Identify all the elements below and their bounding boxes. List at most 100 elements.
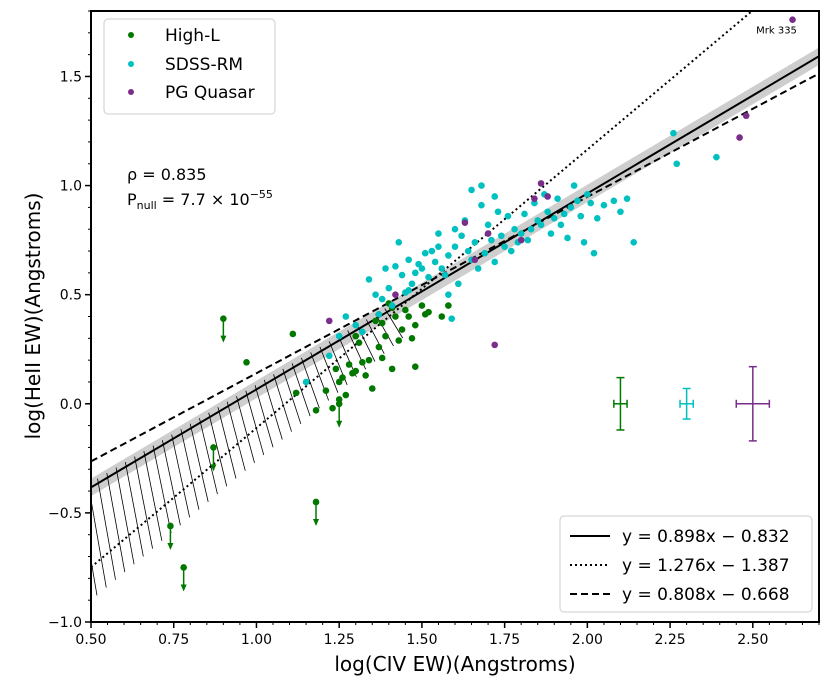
data-point: [517, 236, 525, 244]
data-point: [378, 354, 386, 362]
data-point: [395, 239, 403, 246]
hatch-line: [91, 557, 98, 596]
data-point: [312, 407, 320, 414]
data-point: [392, 263, 399, 270]
data-point: [362, 372, 369, 379]
data-point: [398, 326, 406, 333]
legend-marker-pg-quasar: [128, 89, 134, 95]
data-point: [471, 239, 479, 246]
pnull-text: Pnull = 7.7 × 10−55: [127, 188, 273, 212]
data-point: [455, 280, 462, 288]
data-point: [335, 332, 343, 340]
data-point: [352, 332, 360, 340]
data-point: [557, 221, 565, 229]
fit-legend-box: [559, 515, 813, 613]
data-point: [408, 335, 416, 342]
data-point: [742, 112, 750, 120]
data-point: [537, 221, 545, 229]
data-point: [425, 273, 432, 281]
data-point: [507, 247, 515, 255]
data-point: [560, 210, 568, 218]
data-point: [402, 306, 409, 314]
series-sdss-rm: [302, 129, 720, 420]
data-point: [484, 221, 492, 229]
data-point: [445, 291, 452, 298]
rho-text: ρ = 0.835: [127, 165, 207, 184]
data-point: [302, 378, 310, 386]
upper-limit-arrow-head: [167, 542, 174, 550]
data-point: [600, 201, 608, 209]
x-tick-label: 0.50: [75, 632, 106, 648]
data-point: [491, 341, 499, 349]
hatch-line: [106, 473, 126, 573]
data-point: [385, 284, 393, 292]
y-tick-label: 0.5: [60, 288, 82, 304]
legend-label-high-l: High-L: [165, 26, 220, 46]
fit-label-solid: y = 0.898x − 0.832: [622, 527, 790, 547]
data-point: [789, 16, 796, 24]
data-point: [474, 265, 482, 272]
x-tick-label: 2.25: [655, 632, 686, 648]
data-point: [355, 339, 363, 346]
x-tick-label: 1.75: [489, 632, 520, 648]
data-point: [378, 295, 386, 303]
data-point: [289, 330, 297, 338]
hatch-line: [254, 385, 274, 448]
hatch-line: [236, 396, 255, 463]
upper-limit-arrow-head: [180, 584, 187, 592]
data-point: [342, 313, 350, 320]
legend-label-pg-quasar: PG Quasar: [165, 83, 255, 103]
data-point: [372, 291, 379, 298]
data-point: [375, 311, 383, 318]
data-point: [544, 208, 551, 216]
hatch-line: [115, 467, 135, 565]
hatch-line: [143, 451, 163, 541]
fit-label-dashed: y = 0.808x − 0.668: [622, 585, 790, 605]
data-point: [484, 230, 492, 237]
data-point: [584, 191, 591, 198]
legend-marker-sdss-rm: [128, 61, 134, 67]
data-point: [335, 378, 343, 386]
legend-marker-high-l: [128, 32, 134, 38]
data-point: [332, 365, 340, 373]
y-tick-label: 0.0: [60, 397, 82, 413]
data-point: [673, 160, 681, 168]
data-point: [494, 208, 502, 216]
hatch-line: [273, 374, 292, 432]
data-point: [438, 313, 446, 320]
data-point: [464, 247, 472, 255]
data-point: [411, 269, 419, 277]
data-point: [425, 308, 432, 316]
data-point: [441, 271, 449, 279]
data-point: [365, 276, 373, 283]
data-point: [610, 197, 618, 205]
series-pg-quasar: [325, 16, 796, 442]
data-point: [544, 193, 551, 200]
data-point: [481, 249, 489, 257]
y-axis-label: log(HeII EW)(Angstroms): [21, 193, 45, 440]
data-point: [471, 256, 479, 264]
data-point: [435, 243, 442, 250]
data-point: [382, 265, 389, 272]
error-bar-pg-quasar: [735, 365, 771, 442]
data-point: [630, 239, 637, 246]
data-point: [445, 252, 452, 259]
x-tick-label: 2.00: [572, 632, 603, 648]
data-point: [352, 367, 360, 375]
error-bar-high-l: [613, 376, 628, 431]
x-tick-label: 0.75: [158, 632, 189, 648]
data-point: [590, 249, 598, 257]
data-point: [392, 291, 399, 298]
hatch-line: [124, 462, 144, 557]
data-point: [498, 232, 505, 240]
data-point: [405, 287, 412, 294]
hatch-line: [217, 407, 237, 479]
data-point: [501, 243, 508, 250]
data-point: [564, 234, 571, 242]
data-point: [411, 321, 419, 329]
legend-label-sdss-rm: SDSS-RM: [165, 55, 243, 75]
y-tick-label: 1.5: [60, 69, 82, 85]
data-point: [531, 195, 538, 202]
data-point: [461, 219, 469, 226]
